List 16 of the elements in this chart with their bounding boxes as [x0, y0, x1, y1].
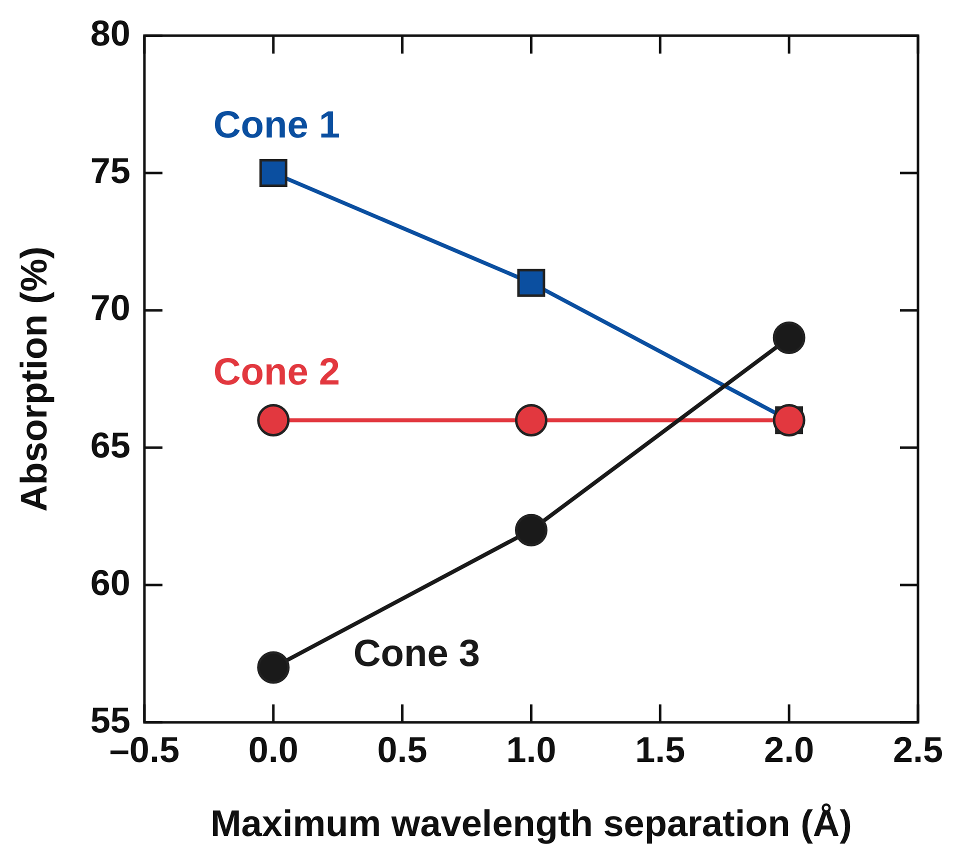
- x-tick-label: 1.5: [635, 728, 686, 770]
- x-tick-label: 1.0: [506, 728, 556, 770]
- y-tick-label: 60: [90, 562, 130, 603]
- y-tick-label: 70: [90, 287, 130, 328]
- x-axis-title: Maximum wavelength separation (Å): [210, 803, 852, 844]
- series-label: Cone 3: [353, 632, 480, 675]
- x-tick-label: 0.0: [248, 728, 298, 770]
- y-tick-label: 65: [90, 424, 130, 466]
- y-tick-label: 75: [90, 150, 130, 191]
- x-tick-label: 2.5: [892, 728, 944, 770]
- x-tick-label: 0.5: [377, 728, 428, 770]
- series-label: Cone 1: [213, 104, 340, 146]
- y-tick-label: 80: [90, 12, 130, 54]
- x-tick-label: 2.0: [764, 728, 814, 770]
- y-axis-title: Absorption (%): [13, 246, 54, 512]
- series-label: Cone 2: [213, 352, 340, 394]
